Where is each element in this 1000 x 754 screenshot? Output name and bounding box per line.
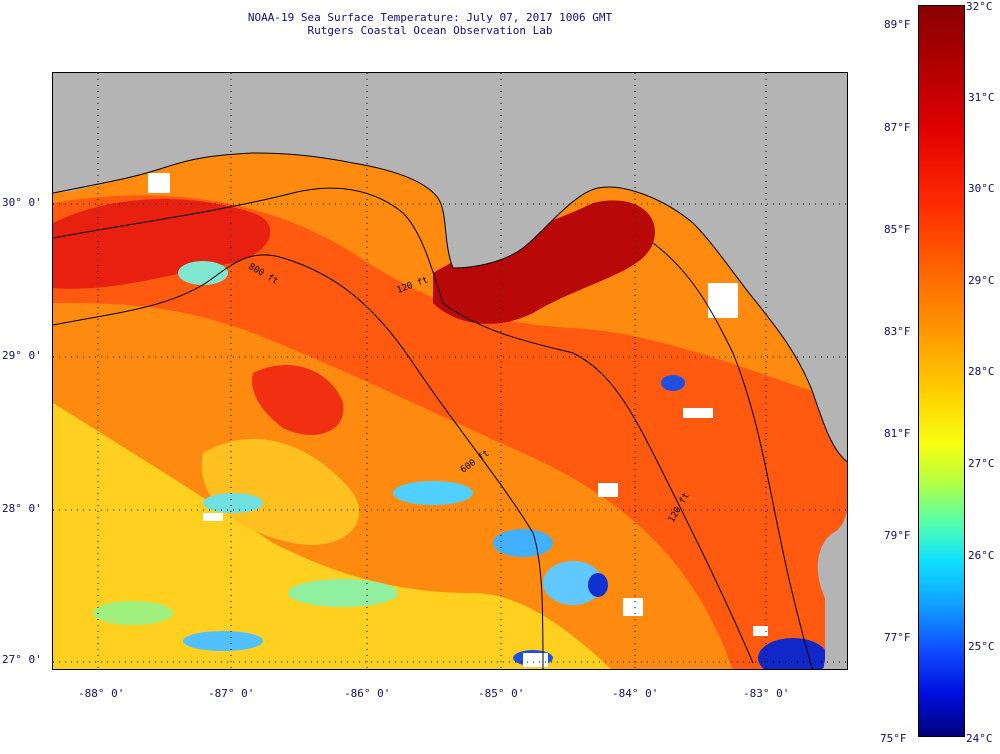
yellow-offshore-zone xyxy=(53,403,611,669)
colorbar-celsius-label: 28°C xyxy=(968,365,995,378)
warm-nearshore-zone xyxy=(53,195,847,669)
cloud-patch xyxy=(523,653,548,667)
land-bottom-edge xyxy=(825,543,847,669)
lat-label: 30° 0' xyxy=(2,196,42,209)
cool-patch xyxy=(493,529,553,557)
cool-patch xyxy=(393,481,473,505)
colorbar xyxy=(918,5,965,737)
isobath-line xyxy=(652,242,813,669)
colorbar-celsius-label: 31°C xyxy=(968,91,995,104)
colorbar-celsius-label: 32°C xyxy=(966,0,993,13)
lon-label: -83° 0' xyxy=(743,687,790,700)
colorbar-celsius-label: 24°C xyxy=(966,732,993,745)
lon-label: -84° 0' xyxy=(612,687,659,700)
colorbar-celsius-label: 30°C xyxy=(968,182,995,195)
cool-patch xyxy=(543,561,603,605)
cool-patch xyxy=(288,579,398,607)
hot-central-zone xyxy=(252,364,344,435)
cool-patch xyxy=(93,601,173,625)
cool-patch xyxy=(178,261,228,285)
colorbar-fahrenheit-label: 77°F xyxy=(884,631,911,644)
cloud-patch xyxy=(148,173,170,193)
cloud-patch xyxy=(598,483,618,497)
colorbar-fahrenheit-label: 89°F xyxy=(884,18,911,31)
sst-map[interactable]: 800 ft 120 ft 600 ft 120 ft xyxy=(52,72,848,670)
colorbar-celsius-label: 29°C xyxy=(968,274,995,287)
lat-label: 27° 0' xyxy=(2,653,42,666)
coastline xyxy=(53,152,847,463)
colorbar-celsius-label: 27°C xyxy=(968,457,995,470)
land-northern-coast xyxy=(53,73,847,462)
cloud-patch xyxy=(753,626,768,636)
yellow-mid-zone xyxy=(201,438,360,545)
colorbar-fahrenheit-label: 75°F xyxy=(880,732,907,745)
colorbar-fahrenheit-label: 83°F xyxy=(884,325,911,338)
cloud-patch xyxy=(623,598,643,616)
map-title: NOAA-19 Sea Surface Temperature: July 07… xyxy=(247,11,613,24)
hot-bigbend-zone xyxy=(433,200,655,324)
lon-label: -86° 0' xyxy=(344,687,391,700)
colorbar-fahrenheit-label: 87°F xyxy=(884,121,911,134)
colorbar-celsius-label: 26°C xyxy=(968,549,995,562)
cool-patch xyxy=(183,631,263,651)
lon-label: -85° 0' xyxy=(478,687,525,700)
hot-northwest-zone xyxy=(53,199,271,289)
cold-patch xyxy=(588,573,608,597)
cool-patch xyxy=(661,375,685,391)
lat-label: 28° 0' xyxy=(2,502,42,515)
cloud-patch xyxy=(683,408,713,418)
colorbar-fahrenheit-label: 85°F xyxy=(884,223,911,236)
isobath-line xyxy=(53,254,544,669)
colorbar-fahrenheit-label: 79°F xyxy=(884,529,911,542)
cloud-patch xyxy=(708,283,738,318)
cool-patch xyxy=(203,493,263,513)
cloud-patch xyxy=(203,513,223,521)
colorbar-fahrenheit-label: 81°F xyxy=(884,427,911,440)
map-subtitle: Rutgers Coastal Ocean Observation Lab xyxy=(307,24,553,37)
lon-label: -87° 0' xyxy=(208,687,255,700)
lon-label: -88° 0' xyxy=(78,687,125,700)
isobath-line xyxy=(53,187,754,664)
lat-label: 29° 0' xyxy=(2,349,42,362)
colorbar-celsius-label: 25°C xyxy=(968,640,995,653)
